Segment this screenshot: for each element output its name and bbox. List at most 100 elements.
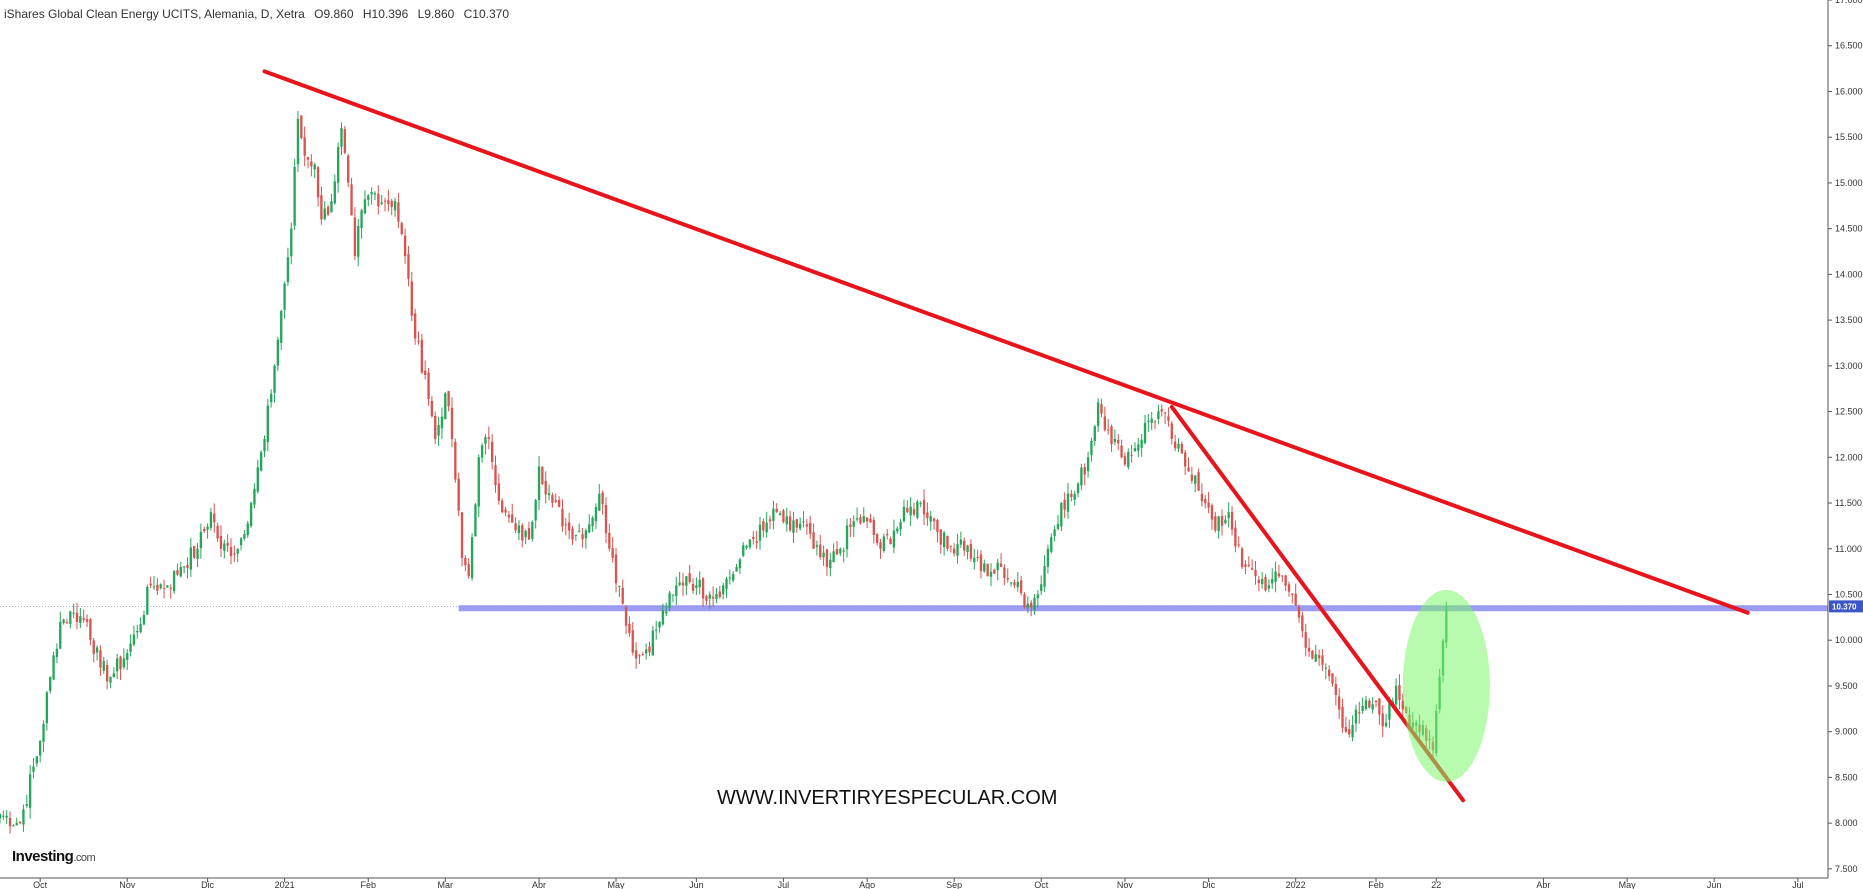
chart-header: iShares Global Clean Energy UCITS, Alema…	[4, 7, 515, 21]
candle-body	[380, 202, 383, 205]
candle-body	[1267, 585, 1271, 589]
candle-body	[979, 554, 983, 571]
candle-body	[333, 181, 336, 204]
candle-body	[490, 441, 494, 463]
y-tick-label: 9.000	[1835, 727, 1858, 737]
candle-body	[567, 522, 571, 531]
candle-body	[969, 544, 973, 559]
candle-body	[762, 521, 765, 531]
candle-body	[802, 521, 805, 523]
candle-body	[1016, 581, 1019, 588]
candle-body	[296, 118, 300, 165]
candle-body	[420, 339, 424, 373]
candle-body	[976, 556, 979, 558]
candle-body	[1120, 445, 1123, 458]
candle-body	[882, 536, 886, 551]
candle-body	[403, 235, 407, 257]
green-highlight-ellipse	[1402, 589, 1490, 782]
investing-logo[interactable]: Investing.com	[12, 848, 96, 865]
candle-body	[1060, 503, 1063, 527]
candle-body	[55, 648, 59, 658]
candle-body	[564, 524, 567, 526]
candle-body	[996, 562, 999, 571]
candle-body	[132, 634, 136, 645]
candle-body	[303, 137, 306, 156]
y-tick-label: 10.500	[1835, 589, 1863, 599]
candle-body	[544, 480, 547, 495]
candle-body	[926, 512, 929, 519]
last-price-label: 10.370	[1832, 602, 1857, 611]
candle-body	[929, 516, 932, 522]
candle-body	[772, 508, 775, 521]
candle-body	[936, 520, 939, 532]
candle-body	[290, 228, 293, 257]
candle-body	[671, 594, 675, 596]
candle-body	[484, 437, 487, 444]
candle-body	[604, 505, 608, 534]
candle-body	[360, 210, 363, 229]
candle-body	[648, 646, 651, 653]
candle-body	[1384, 722, 1388, 727]
x-tick-label: Oct	[33, 880, 48, 889]
x-tick-label: 22	[1431, 880, 1441, 889]
candle-body	[129, 643, 132, 652]
candle-body	[1167, 416, 1170, 421]
candle-body	[89, 619, 92, 640]
candle-body	[35, 756, 38, 764]
candle-body	[825, 549, 829, 568]
candle-body	[708, 594, 711, 599]
candle-body	[1348, 728, 1351, 735]
candle-body	[531, 521, 534, 539]
candle-body	[460, 512, 464, 558]
candle-body	[621, 587, 624, 604]
candle-body	[477, 457, 480, 507]
candle-body	[1344, 727, 1348, 732]
candle-body	[480, 445, 484, 458]
candle-body	[537, 466, 541, 501]
instrument-title[interactable]: iShares Global Clean Energy UCITS, Alema…	[4, 7, 305, 21]
candle-body	[206, 526, 209, 530]
x-tick-label: Dic	[1202, 880, 1215, 889]
candle-body	[1113, 438, 1117, 443]
candle-body	[1133, 448, 1137, 452]
candle-body	[259, 452, 263, 471]
candle-body	[953, 548, 956, 554]
candle-body	[72, 612, 75, 614]
candle-body	[283, 283, 286, 310]
open-value: O9.860	[314, 7, 354, 21]
candle-body	[1026, 603, 1030, 608]
candle-body	[293, 166, 296, 226]
candle-body	[892, 530, 896, 548]
candle-body	[691, 583, 695, 591]
candle-body	[611, 547, 614, 558]
candle-body	[196, 548, 199, 559]
candle-body	[440, 416, 444, 429]
candle-body	[1281, 575, 1284, 577]
candle-body	[872, 520, 875, 535]
candle-body	[541, 466, 544, 484]
candle-body	[142, 614, 146, 625]
candle-body	[963, 540, 966, 551]
candle-body	[105, 664, 109, 682]
candle-body	[1311, 650, 1314, 659]
candle-body	[1210, 505, 1214, 520]
candle-body	[1053, 529, 1056, 536]
candle-body	[99, 650, 102, 668]
candle-body	[233, 553, 236, 555]
candle-body	[889, 538, 892, 545]
candle-body	[350, 184, 353, 216]
x-tick-label: Nov	[119, 880, 136, 889]
candle-body	[189, 547, 193, 570]
candle-body	[641, 654, 644, 656]
candle-body	[1180, 443, 1184, 454]
candle-body	[223, 543, 226, 551]
candle-body	[1006, 578, 1009, 580]
candle-body	[474, 504, 477, 537]
candle-body	[1314, 654, 1317, 662]
candle-body	[226, 543, 229, 546]
candle-body	[1043, 565, 1046, 587]
highlight-ellipse	[1402, 589, 1490, 782]
y-tick-label: 8.500	[1835, 772, 1858, 782]
candle-body	[1123, 456, 1127, 465]
